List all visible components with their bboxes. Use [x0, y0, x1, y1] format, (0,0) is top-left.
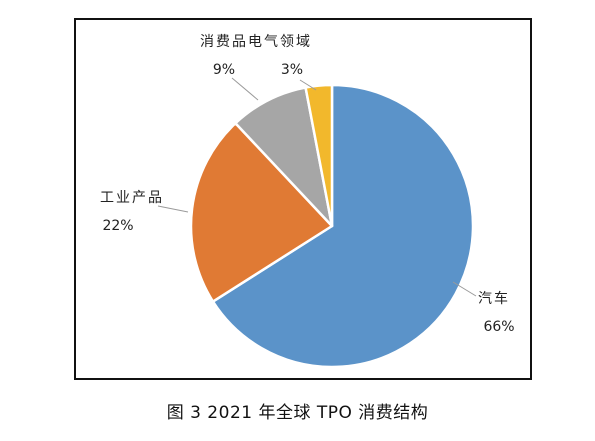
slice-name-label: 汽车 [478, 290, 510, 307]
figure-caption: 图 3 2021 年全球 TPO 消费结构 [166, 403, 429, 423]
slice-industrial [189, 121, 334, 303]
leader-line [231, 77, 259, 101]
slice-value-label: 9% [213, 62, 235, 78]
pie-slices [189, 83, 475, 369]
slice-name-label: 消费品电气领域 [200, 34, 312, 50]
slice-name-label: 工业产品 [100, 190, 164, 206]
slice-value-label: 22% [102, 218, 133, 234]
slice-value-label: 66% [483, 319, 514, 335]
slice-value-label: 3% [281, 62, 303, 78]
slice-consumer-electrical [234, 86, 334, 228]
leader-lines [157, 77, 477, 297]
leader-line [299, 79, 317, 91]
slice-labels: 汽车 66% 工业产品 22% 消费品电气领域 9% 3% [100, 34, 515, 335]
slice-automotive [211, 83, 475, 369]
slice-other [304, 83, 334, 228]
leader-line [452, 281, 477, 297]
leader-line [157, 205, 189, 213]
